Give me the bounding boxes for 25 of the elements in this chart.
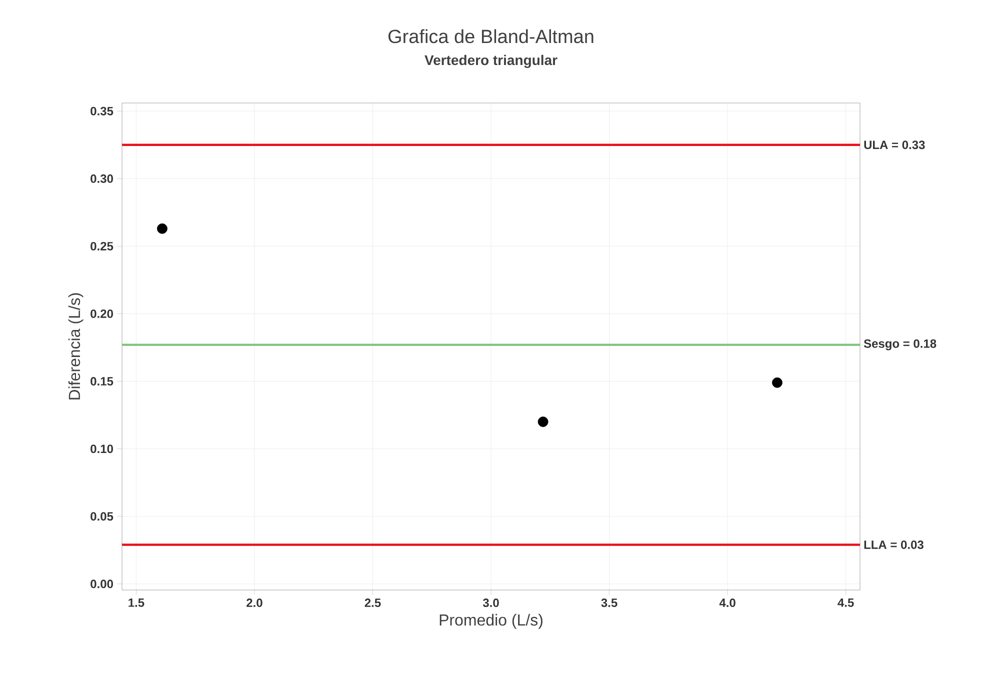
x-tick-label: 2.5 [364,598,381,608]
point [772,377,782,388]
y-tick-label: 0.25 [90,242,114,250]
ref-line-label: Sesgo = 0.18 [864,339,936,350]
chart-title: Grafica de Bland-Altman [388,29,594,44]
y-axis-title: Diferencia (L/s) [68,293,84,400]
y-tick-label: 0.05 [90,512,114,521]
x-tick-label: 3.5 [601,598,618,608]
y-tick-label: 0.10 [90,444,113,454]
ref-line-label: ULA = 0.33 [864,140,925,150]
x-tick-label: 4.5 [838,598,854,607]
y-tick-label: 0.20 [90,309,113,318]
y-tick-label: 0.00 [90,580,113,588]
chart-subtitle: Vertedero triangular [424,54,558,68]
y-tick-label: 0.35 [90,106,114,116]
x-tick-label: 1.5 [128,598,144,607]
x-axis-title: Promedio (L/s) [440,614,542,629]
point [538,416,548,428]
y-tick-label: 0.15 [90,377,114,386]
x-tick-label: 4.0 [719,598,736,608]
y-tick-label: 0.30 [90,174,113,183]
point [157,223,168,234]
x-tick-label: 3.0 [482,598,499,608]
ref-line-label: LLA = 0.03 [864,540,924,550]
x-tick-label: 2.0 [246,598,262,608]
